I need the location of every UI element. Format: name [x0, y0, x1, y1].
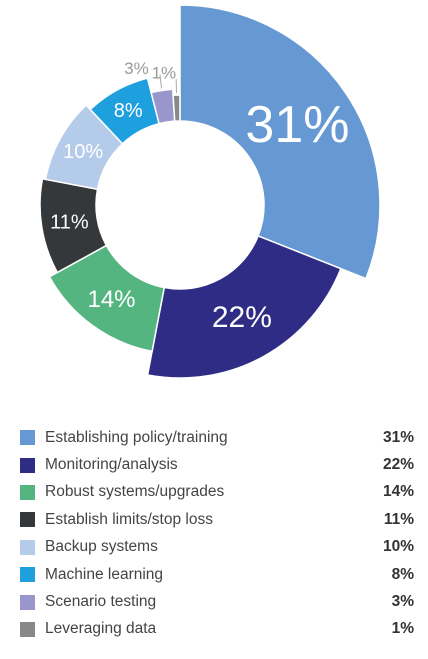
legend: Establishing policy/training 31% Monitorin… [20, 424, 414, 643]
legend-swatch [20, 512, 35, 528]
legend-item: Establish limits/stop loss 11% [20, 506, 414, 533]
legend-value: 31% [382, 428, 414, 446]
slice-1 [146, 234, 342, 379]
slice-2 [48, 244, 166, 353]
legend-label: Establish limits/stop loss [45, 510, 213, 528]
slice-7 [172, 94, 181, 122]
slice-0 [179, 4, 381, 280]
legend-value: 11% [383, 510, 414, 528]
legend-item: Leveraging data 1% [20, 616, 414, 643]
legend-swatch [20, 457, 35, 473]
legend-item: Robust systems/upgrades 14% [20, 479, 414, 506]
legend-item: Monitoring/analysis 22% [20, 451, 414, 478]
legend-swatch [20, 484, 35, 500]
slice-label-5: 8% [114, 100, 143, 122]
legend-value: 14% [382, 483, 414, 501]
legend-label: Leveraging data [45, 620, 157, 638]
legend-value: 10% [382, 538, 414, 556]
legend-swatch [20, 594, 35, 610]
slice-label-3: 11% [50, 212, 89, 234]
legend-value: 8% [391, 565, 414, 583]
legend-swatch [20, 430, 35, 446]
legend-swatch [20, 621, 35, 637]
legend-value: 3% [391, 593, 414, 611]
legend-swatch [20, 539, 35, 555]
legend-label: Machine learning [45, 565, 164, 583]
leader-line-6 [159, 74, 163, 89]
slice-3 [39, 177, 108, 274]
slice-label-0: 31% [245, 96, 349, 154]
legend-item: Backup systems 10% [20, 534, 414, 561]
slice-label-1: 22% [212, 301, 272, 334]
slice-label-7: 1% [152, 64, 177, 83]
legend-label: Scenario testing [45, 593, 157, 611]
slice-label-6: 3% [124, 59, 149, 78]
legend-item: Establishing policy/training 31% [20, 424, 414, 451]
legend-label: Robust systems/upgrades [45, 483, 225, 501]
legend-value: 1% [391, 620, 414, 638]
donut-chart: 31% 22% 14% 11% 10% 8% 3% 1% [39, 4, 381, 379]
legend-label: Backup systems [45, 538, 158, 556]
legend-item: Scenario testing 3% [20, 588, 414, 615]
legend-value: 22% [382, 456, 414, 474]
slice-label-2: 14% [87, 286, 135, 313]
legend-item: Machine learning 8% [20, 561, 414, 588]
slice-label-4: 10% [63, 141, 103, 163]
legend-label: Establishing policy/training [45, 428, 228, 446]
legend-swatch [20, 567, 35, 583]
slice-4 [44, 104, 124, 191]
legend-label: Monitoring/analysis [45, 456, 178, 474]
